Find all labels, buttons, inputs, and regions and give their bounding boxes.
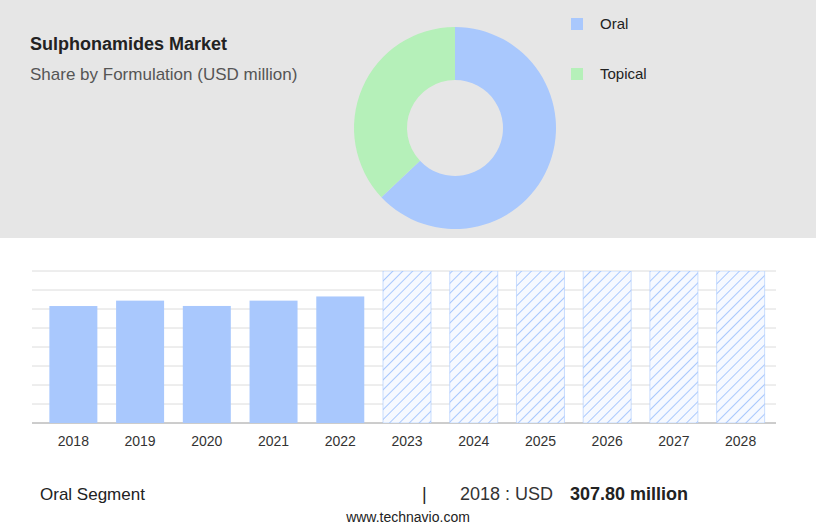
bar-hatched: [717, 271, 765, 423]
x-tick-label: 2020: [191, 433, 222, 449]
bar-hatched: [650, 271, 698, 423]
x-tick-label: 2028: [725, 433, 756, 449]
title: Sulphonamides Market: [30, 34, 227, 54]
legend: Oral Topical: [571, 15, 647, 82]
bar: [116, 301, 164, 423]
footer-separator: |: [422, 484, 427, 504]
x-axis: 2018 2019 2020 2021 2022 2023 2024 2025 2026 2027…: [58, 433, 757, 449]
legend-swatch: [571, 18, 583, 30]
subtitle: Share by Formulation (USD million): [30, 65, 297, 84]
bars: [49, 271, 764, 423]
x-tick-label: 2019: [125, 433, 156, 449]
bar: [250, 301, 298, 423]
x-tick-label: 2027: [658, 433, 689, 449]
footer-year: 2018 : USD: [460, 484, 553, 504]
bar-hatched: [516, 271, 564, 423]
x-tick-label: 2025: [525, 433, 556, 449]
footer-value: 307.80 million: [570, 484, 688, 504]
grid: [32, 271, 776, 423]
bar: [183, 306, 231, 423]
x-tick-label: 2018: [58, 433, 89, 449]
top-panel: [0, 0, 816, 238]
bar-hatched: [583, 271, 631, 423]
x-tick-label: 2023: [391, 433, 422, 449]
bottom-panel: [0, 238, 816, 528]
legend-label: Topical: [600, 65, 647, 82]
legend-label: Oral: [600, 15, 628, 32]
bar-hatched: [383, 271, 431, 423]
chart-canvas: Sulphonamides Market Share by Formulation…: [0, 0, 816, 528]
bar-hatched: [450, 271, 498, 423]
footer: Oral Segment | 2018 : USD 307.80 million www…: [40, 484, 688, 525]
x-tick-label: 2024: [458, 433, 489, 449]
donut-slice: [354, 27, 455, 197]
x-tick-label: 2026: [592, 433, 623, 449]
donut: [354, 27, 556, 229]
footer-segment: Oral Segment: [40, 485, 145, 504]
x-tick-label: 2022: [325, 433, 356, 449]
bar: [316, 296, 364, 423]
footer-source: www.technavio.com: [345, 509, 470, 525]
bar: [49, 306, 97, 423]
x-tick-label: 2021: [258, 433, 289, 449]
legend-swatch: [571, 68, 583, 80]
